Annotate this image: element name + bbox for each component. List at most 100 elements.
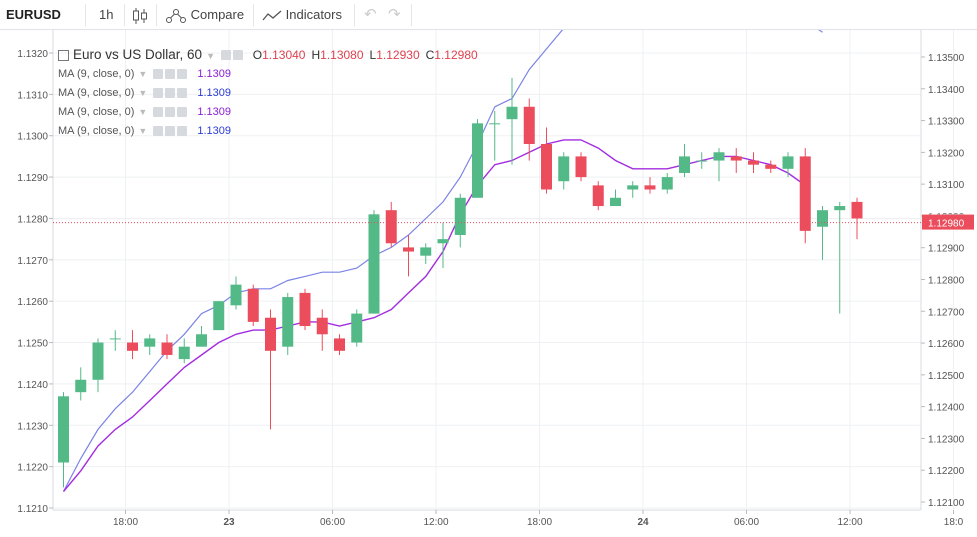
study-label: MA (9, close, 0) — [58, 106, 135, 118]
chevron-down-icon[interactable]: ▼ — [138, 126, 148, 136]
candle — [817, 206, 828, 260]
candle-body — [765, 164, 777, 169]
candle-body — [368, 214, 380, 314]
left-tick-label: 1.1300 — [17, 132, 48, 143]
candle — [782, 152, 794, 178]
right-tick-label: 1.13300 — [928, 117, 965, 128]
compare-button[interactable]: Compare — [165, 0, 244, 29]
time-tick-label: 18:00 — [527, 517, 552, 528]
candle-body — [610, 197, 621, 207]
time-tick-label: 06:00 — [320, 517, 345, 528]
left-tick-label: 1.1270 — [17, 256, 48, 267]
low-value: 1.12930 — [376, 48, 420, 62]
close-icon[interactable] — [177, 69, 188, 80]
chart-style-button[interactable] — [132, 0, 148, 29]
right-tick-label: 1.12600 — [928, 339, 965, 350]
price-chart[interactable]: 1.1210 1.1220 1.1230 1.1240 1.1250 1.1260 1.12… — [0, 30, 977, 537]
candle-body — [127, 342, 138, 351]
candle-body — [247, 288, 259, 322]
candle — [368, 210, 380, 314]
time-tick-label: 12:00 — [423, 517, 448, 528]
close-icon[interactable] — [177, 126, 188, 137]
eye-icon[interactable] — [153, 107, 164, 118]
right-tick-label: 1.12300 — [928, 434, 965, 445]
left-tick-label: 1.1320 — [17, 49, 48, 60]
candle-body — [627, 185, 639, 190]
candle-body — [730, 156, 742, 161]
study-legend-row: MA (9, close, 0) ▼ 1.1309 — [58, 65, 484, 84]
candle-body — [265, 317, 276, 351]
current-price-line: 1.130001.12980 — [53, 213, 974, 230]
time-axis[interactable]: 18:00 23 06:00 12:00 18:00 24 06:00 12:00 18:0 — [53, 509, 964, 528]
candle-body — [558, 156, 570, 182]
candle-body — [799, 156, 811, 231]
candle-body — [644, 185, 656, 190]
compare-label: Compare — [190, 7, 245, 22]
left-tick-label: 1.1210 — [17, 504, 48, 515]
time-tick-label: 06:00 — [734, 517, 759, 528]
indicators-label: Indicators — [285, 7, 342, 22]
candle-body — [489, 123, 501, 125]
candle-body — [161, 342, 173, 355]
toolbar-divider — [354, 4, 355, 26]
candle — [282, 292, 294, 355]
interval-button[interactable]: 1h — [99, 7, 114, 22]
chevron-down-icon[interactable]: ▼ — [138, 107, 148, 117]
left-tick-label: 1.1220 — [17, 463, 48, 474]
candle — [92, 338, 104, 393]
chevron-down-icon[interactable]: ▼ — [206, 51, 215, 61]
high-value: 1.13080 — [320, 48, 364, 62]
candle-body — [403, 247, 414, 252]
settings-icon[interactable] — [165, 126, 176, 137]
eye-icon[interactable] — [153, 69, 164, 80]
candle — [75, 367, 87, 401]
right-price-axis[interactable]: 1.12100 1.12200 1.12300 1.12400 1.12500 1.126… — [920, 30, 965, 510]
candle-body — [334, 338, 345, 351]
candle-body — [58, 396, 69, 463]
right-tick-label: 1.12700 — [928, 307, 965, 318]
current-price-label-bg — [922, 214, 974, 230]
candle-body — [713, 152, 725, 161]
study-legend-row: MA (9, close, 0) ▼ 1.1309 — [58, 122, 484, 141]
time-tick-label: 24 — [637, 517, 649, 528]
candle-body — [420, 247, 432, 256]
settings-icon[interactable] — [232, 50, 243, 61]
eye-icon[interactable] — [220, 50, 231, 61]
candle — [58, 392, 69, 488]
candle — [713, 148, 725, 182]
left-tick-label: 1.1250 — [17, 339, 48, 350]
candle-body — [282, 297, 294, 347]
candles — [58, 77, 863, 488]
toolbar-divider — [411, 4, 412, 26]
toolbar-divider — [253, 4, 254, 26]
candle — [334, 334, 345, 355]
chevron-down-icon[interactable]: ▼ — [138, 88, 148, 98]
collapse-checkbox-icon[interactable] — [58, 49, 69, 61]
settings-icon[interactable] — [165, 88, 176, 99]
close-icon[interactable] — [177, 88, 188, 99]
right-tick-label: 1.13200 — [928, 148, 965, 159]
candle — [351, 309, 363, 347]
candle — [144, 334, 156, 355]
candle — [196, 326, 207, 347]
left-price-axis[interactable]: 1.1210 1.1220 1.1230 1.1240 1.1250 1.1260 1.12… — [17, 30, 54, 515]
redo-icon[interactable]: ↷ — [388, 6, 401, 23]
candle-body — [299, 292, 311, 326]
settings-icon[interactable] — [165, 107, 176, 118]
indicators-button[interactable]: Indicators — [262, 0, 342, 29]
candle — [627, 181, 639, 198]
left-tick-label: 1.1260 — [17, 297, 48, 308]
chevron-down-icon[interactable]: ▼ — [138, 69, 148, 79]
eye-icon[interactable] — [153, 126, 164, 137]
candle — [730, 148, 742, 173]
symbol-search[interactable]: EURUSD — [6, 7, 61, 22]
settings-icon[interactable] — [165, 69, 176, 80]
close-label: C — [425, 48, 435, 62]
eye-icon[interactable] — [153, 88, 164, 99]
time-tick-label: 12:00 — [837, 517, 862, 528]
undo-icon[interactable]: ↶ — [364, 6, 377, 23]
candle-body — [75, 379, 87, 393]
study-value: 1.1309 — [197, 68, 231, 80]
low-label: L — [369, 48, 377, 62]
close-icon[interactable] — [177, 107, 188, 118]
